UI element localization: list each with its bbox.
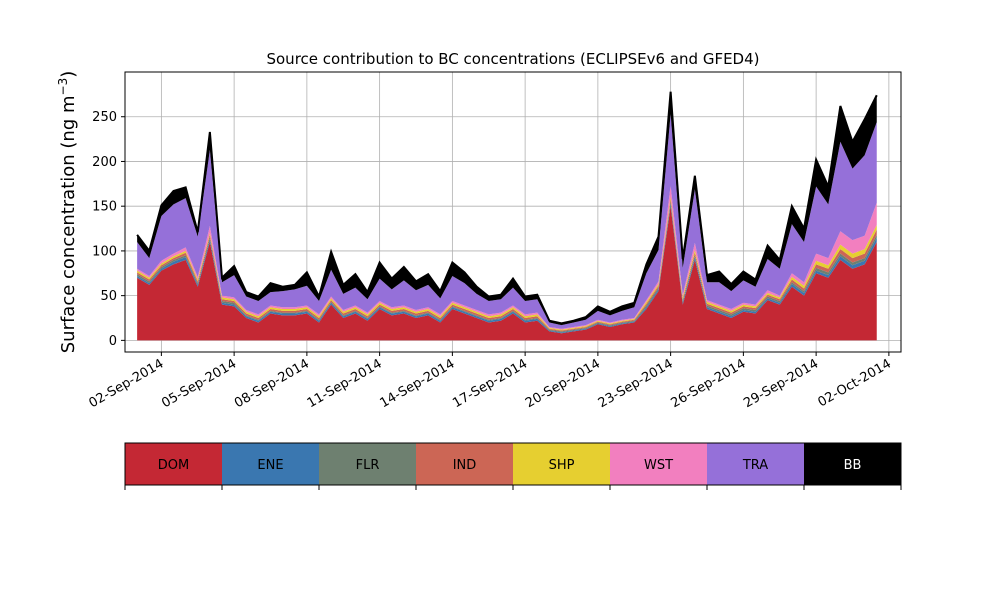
legend-swatch-shp [513,443,610,485]
legend-label: TRA [742,458,768,473]
legend-swatch-dom [125,443,222,485]
legend-swatch-flr [319,443,416,485]
y-axis: 0 50 100 150 200 250 [92,110,125,349]
legend-swatch-tra [707,443,804,485]
legend-swatch-ind [416,443,513,485]
chart-title: Source contribution to BC concentrations… [266,50,759,68]
y-tick-label: 0 [109,334,117,349]
y-tick-label: 200 [92,155,117,170]
legend-label: BB [844,458,862,473]
y-tick-label: 100 [92,244,117,259]
legend-label: WST [644,458,673,473]
y-tick-label: 150 [92,200,117,215]
legend-swatch-wst [610,443,707,485]
plot-frame [124,71,902,353]
total-line [136,91,878,325]
legend-label: FLR [356,458,380,473]
legend-label: IND [453,458,477,473]
y-tick-label: 50 [100,289,117,304]
y-tick-label: 250 [92,110,117,125]
stacked-areas [137,91,877,341]
legend-swatch-ene [222,443,319,485]
legend-swatch-bb [804,443,901,485]
area-dom [137,206,877,341]
legend: DOM ENE FLR IND SHP WST TRA BB [124,442,902,490]
legend-label: DOM [158,458,189,473]
legend-label: SHP [549,458,575,473]
legend-label: ENE [257,458,283,473]
total-outline [136,91,878,325]
y-axis-label: Surface concentration (ng m−3) [56,71,79,354]
